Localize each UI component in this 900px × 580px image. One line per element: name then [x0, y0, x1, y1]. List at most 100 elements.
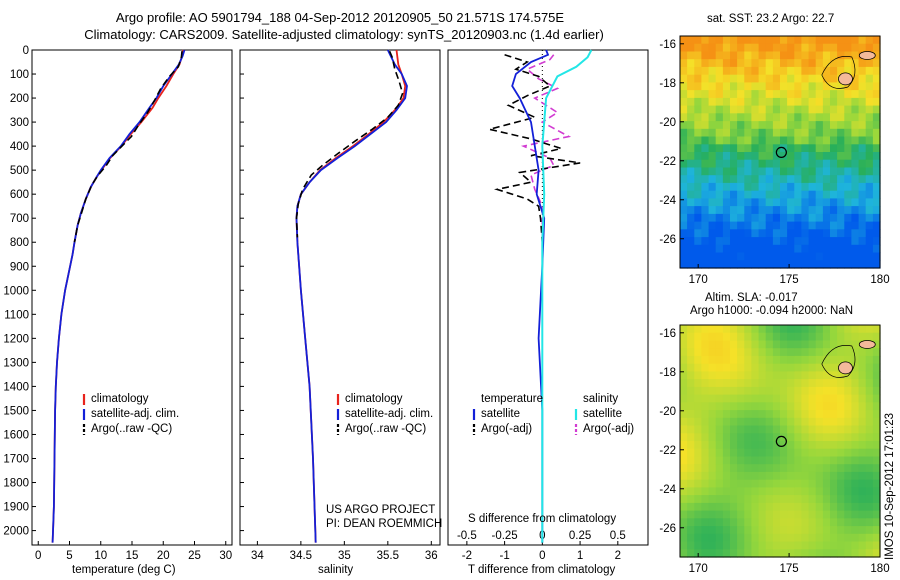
depth-tick-label: 1200 [3, 333, 29, 345]
depth-tick-label: 400 [10, 141, 29, 153]
sla-map-cell [787, 348, 795, 357]
sst-map-cell [808, 252, 817, 261]
sla-map-cell [822, 487, 831, 496]
sla-map-cell [772, 410, 781, 419]
sla-map-cell [730, 518, 738, 527]
sla-map-cell [758, 332, 767, 341]
sla-map-cell [680, 332, 688, 341]
sla-map-cell [815, 502, 824, 512]
sst-map-cell [780, 175, 788, 184]
sst-map-cell [744, 252, 752, 261]
sla-map-cell [808, 394, 817, 403]
sla-map-cell [730, 456, 738, 465]
sla-map-cell [680, 471, 688, 481]
sst-map-cell [772, 144, 781, 153]
sla-map-cell [701, 549, 710, 558]
sst-map-cell [758, 59, 767, 68]
sla-map-cell [837, 433, 845, 442]
sst-map-cell [722, 136, 731, 145]
sla-map-cell [680, 464, 688, 473]
sla-map-cell [780, 471, 788, 481]
sst-map-cell [837, 206, 845, 215]
sst-map-cell [772, 43, 781, 52]
sla-map-cell [744, 448, 752, 457]
sst-map-cell [694, 237, 702, 246]
sla-map-cell [808, 456, 817, 465]
sst-map-cell [715, 66, 724, 76]
sst-map-cell [737, 74, 745, 83]
sst-map-cell [772, 182, 781, 192]
sst-map-cell [694, 128, 702, 138]
sla-map-cell [722, 433, 731, 442]
sla-map-cell [694, 402, 702, 411]
sst-map-cell [765, 36, 774, 45]
sla-map-cell [772, 510, 781, 519]
sla-map-cell [708, 325, 717, 334]
sla-map-cell [801, 371, 810, 380]
depth-tick-label: 900 [10, 261, 29, 273]
sst-map-cell [708, 136, 717, 145]
sst-map-cell [758, 128, 767, 138]
sla-map-cell [787, 371, 795, 380]
sla-map-cell [708, 487, 717, 496]
sst-map-cell [744, 51, 752, 60]
sla-map-cell [751, 526, 760, 535]
sst-map-cell [794, 105, 802, 114]
sst-map-cell [815, 51, 824, 60]
sst-map-cell [744, 43, 752, 52]
sst-map-cell [758, 66, 767, 76]
sla-map-cell [794, 363, 802, 372]
sla-map-cell [844, 332, 852, 341]
sst-map-cell [730, 97, 738, 107]
sla-map-cell [858, 479, 867, 488]
sst-map-cell [801, 121, 810, 130]
sla-map-cell [708, 371, 717, 380]
sst-map-cell [837, 97, 845, 107]
sst-map-cell [730, 252, 738, 261]
sla-map-cell [744, 518, 752, 527]
sst-map-cell [694, 175, 702, 184]
sla-map-cell [830, 340, 838, 349]
sla-map-cell [787, 379, 795, 388]
sst-map-cell [808, 136, 817, 145]
sla-map-cell [751, 410, 760, 419]
sst-map-cell [708, 82, 717, 91]
sla-map-cell [701, 394, 710, 403]
sla-map-cell [701, 479, 710, 488]
sla-map-cell [772, 394, 781, 403]
sst-map-cell [837, 43, 845, 52]
sla-map-cell [830, 386, 838, 396]
sla-map-cell [858, 417, 867, 427]
sla-map-cell [772, 495, 781, 504]
sst-map-cell [744, 128, 752, 138]
sst-map-cell [844, 152, 852, 161]
sst-map-cell [851, 121, 860, 130]
sla-map-cell [801, 502, 810, 512]
sst-map-cell [794, 152, 802, 161]
sst-map-cell [794, 237, 802, 246]
sst-map-cell [722, 51, 731, 60]
sla-map-cell [822, 433, 831, 442]
sla-map-cell [730, 433, 738, 442]
sla-map-cell [858, 510, 867, 519]
sla-map-cell [822, 495, 831, 504]
sla-map-cell [744, 549, 752, 558]
sst-map-cell [837, 182, 845, 192]
sla-map-cell [872, 502, 881, 512]
sst-map-cell [830, 159, 838, 168]
sla-map-cell [872, 363, 881, 372]
sst-map-cell [780, 82, 788, 91]
sla-map-cell [758, 355, 767, 365]
sla-map-cell [837, 471, 845, 481]
sst-map-cell [772, 244, 781, 254]
sla-map-cell [758, 379, 767, 388]
sla-map-cell [730, 541, 738, 550]
sst-map-cell [687, 167, 695, 176]
sst-map-cell [730, 90, 738, 99]
sst-map-cell [808, 159, 817, 168]
sla-map-cell [872, 425, 881, 434]
difference-plot-frame [447, 49, 649, 546]
sst-map-cell [737, 144, 745, 153]
sla-map-cell [694, 379, 702, 388]
sst-map-cell [865, 113, 874, 122]
